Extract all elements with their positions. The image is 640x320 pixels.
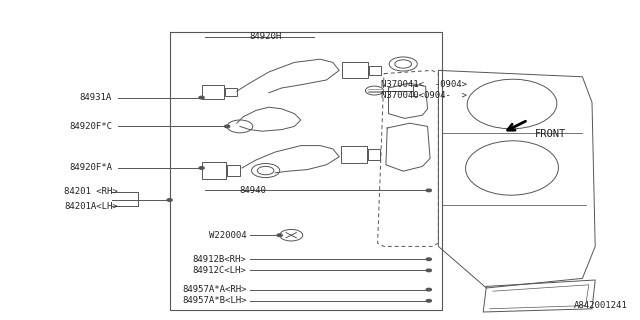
Circle shape <box>426 288 431 291</box>
Bar <box>227 165 240 176</box>
Circle shape <box>426 300 431 302</box>
Circle shape <box>199 96 204 99</box>
Circle shape <box>167 199 172 201</box>
Bar <box>369 66 381 75</box>
Text: N370040<0904-  >: N370040<0904- > <box>381 92 467 100</box>
Text: 84920H: 84920H <box>250 32 282 41</box>
Bar <box>342 62 368 78</box>
Bar <box>202 85 224 99</box>
Text: A842001241: A842001241 <box>573 301 627 310</box>
Circle shape <box>225 125 230 128</box>
Text: 84912C<LH>: 84912C<LH> <box>193 266 246 275</box>
Bar <box>225 88 237 96</box>
Bar <box>202 162 226 179</box>
Text: N370041<  -0904>: N370041< -0904> <box>381 80 467 89</box>
Circle shape <box>277 234 282 236</box>
Text: 84201 <RH>: 84201 <RH> <box>64 188 118 196</box>
Circle shape <box>199 167 204 169</box>
Text: 84920F*C: 84920F*C <box>69 122 112 131</box>
Circle shape <box>426 269 431 272</box>
Text: 84957A*B<LH>: 84957A*B<LH> <box>182 296 246 305</box>
Text: 84957A*A<RH>: 84957A*A<RH> <box>182 285 246 294</box>
Text: FRONT: FRONT <box>534 129 566 140</box>
Text: 84940: 84940 <box>239 186 266 195</box>
Text: W220004: W220004 <box>209 231 246 240</box>
Text: 84931A: 84931A <box>80 93 112 102</box>
Circle shape <box>426 258 431 260</box>
Text: 84920F*A: 84920F*A <box>69 164 112 172</box>
Bar <box>368 149 380 160</box>
Text: 84201A<LH>: 84201A<LH> <box>64 202 118 211</box>
Circle shape <box>426 189 431 192</box>
Text: 84912B<RH>: 84912B<RH> <box>193 255 246 264</box>
Bar <box>341 146 367 163</box>
